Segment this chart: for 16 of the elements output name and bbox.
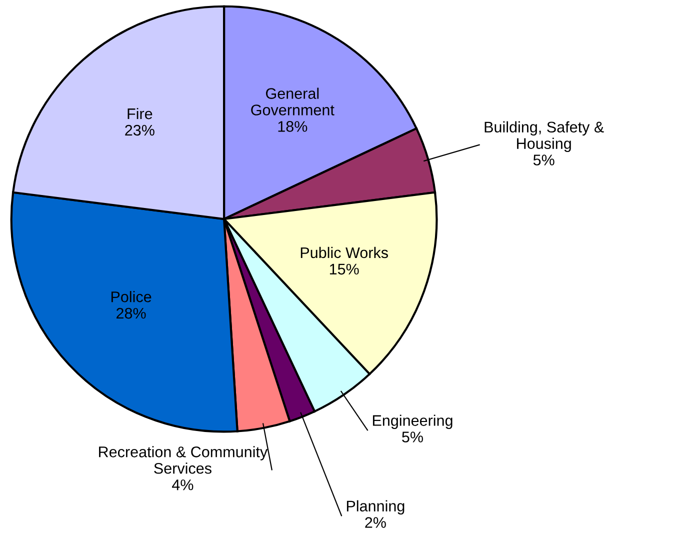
data-label: 18% (278, 121, 308, 132)
data-label: 15% (330, 264, 359, 275)
data-label: 2% (365, 517, 386, 528)
slice-label: Fire (128, 108, 152, 120)
slice-label: Engineering (372, 414, 452, 429)
slice-label: General Government (251, 88, 334, 116)
data-label: 5% (402, 432, 423, 442)
data-label: 23% (125, 124, 154, 136)
data-label: 4% (172, 479, 194, 490)
data-label: 28% (116, 308, 146, 319)
slice-label: Recreation & Community Services (99, 446, 268, 474)
slice-label: Planning (346, 500, 404, 514)
data-label: 5% (533, 154, 554, 166)
slice-label: Police (111, 291, 152, 302)
slice-label: Public Works (300, 246, 388, 258)
slice-label: Building, Safety & Housing (484, 121, 604, 152)
